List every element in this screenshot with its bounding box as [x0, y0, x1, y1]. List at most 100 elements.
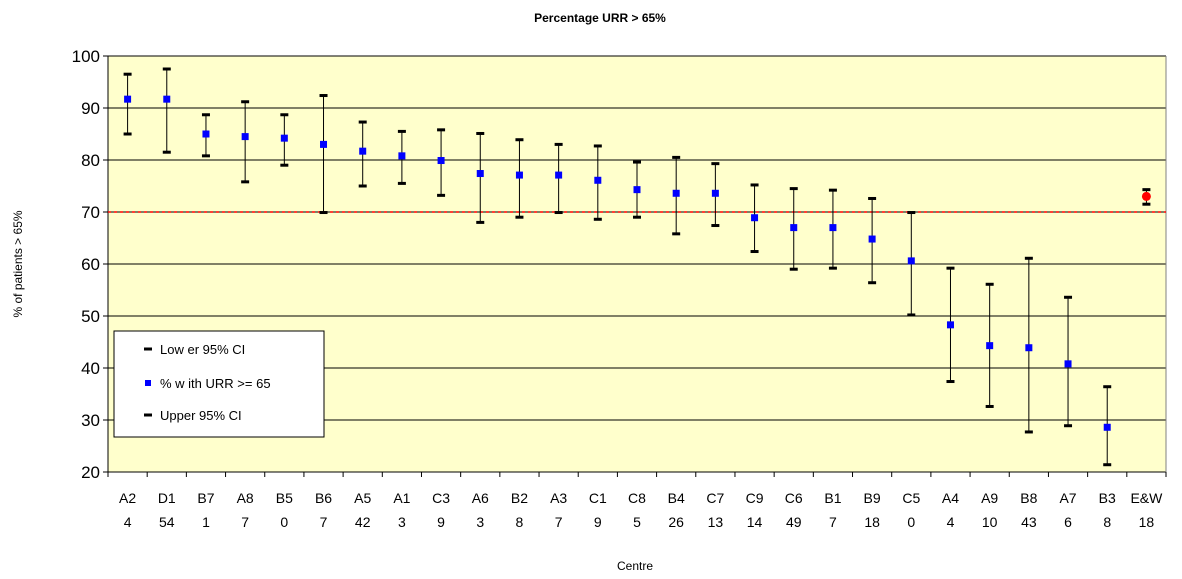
- legend-label: % w ith URR >= 65: [160, 376, 271, 391]
- point-C1: [594, 176, 602, 184]
- x-tick-label-count: 8: [1103, 514, 1111, 530]
- point-B2: [515, 171, 523, 179]
- legend-label: Low er 95% CI: [160, 342, 245, 357]
- x-tick-label-name: A8: [237, 490, 254, 506]
- x-tick-label-name: C7: [706, 490, 724, 506]
- x-tick-label-count: 0: [280, 514, 288, 530]
- x-tick-label-name: A3: [550, 490, 567, 506]
- x-tick-label-name: E&W: [1130, 490, 1163, 506]
- point-A8: [241, 133, 249, 141]
- x-tick-label-count: 9: [437, 514, 445, 530]
- y-tick-labels: 20 30 40 50 60 70 80 90 100: [72, 47, 100, 482]
- y-tick-label: 30: [81, 411, 100, 430]
- point-D1: [163, 95, 171, 103]
- x-tick-label-count: 54: [159, 514, 175, 530]
- point-A9: [986, 342, 994, 350]
- point-C6: [790, 224, 798, 232]
- point-B9: [868, 235, 876, 243]
- x-tick-label-name: C1: [589, 490, 607, 506]
- x-tick-label-count: 42: [355, 514, 371, 530]
- x-tick-label-name: A1: [393, 490, 410, 506]
- x-tick-label-count: 13: [708, 514, 724, 530]
- x-tick-label-count: 18: [1139, 514, 1155, 530]
- x-axis-label: Centre: [617, 559, 653, 573]
- x-tick-label-count: 14: [747, 514, 763, 530]
- point-A4: [946, 321, 954, 329]
- x-tick-label-name: C3: [432, 490, 450, 506]
- point-A3: [555, 171, 563, 179]
- x-tick-label-name: D1: [158, 490, 176, 506]
- x-tick-label-name: A4: [942, 490, 959, 506]
- x-tick-label-name: C9: [746, 490, 764, 506]
- x-tick-label-count: 3: [476, 514, 484, 530]
- y-tick-label: 20: [81, 463, 100, 482]
- y-tick-label: 70: [81, 203, 100, 222]
- point-A2: [124, 95, 132, 103]
- y-tick-label: 100: [72, 47, 100, 66]
- x-tick-label-name: B8: [1020, 490, 1037, 506]
- y-tick-label: 90: [81, 99, 100, 118]
- point-B5: [280, 134, 288, 142]
- point-C3: [437, 157, 445, 165]
- y-tick-label: 60: [81, 255, 100, 274]
- x-tick-label-name: C8: [628, 490, 646, 506]
- point-B3: [1103, 423, 1111, 431]
- x-tick-label-name: B3: [1099, 490, 1116, 506]
- y-axis-label: % of patients > 65%: [11, 210, 25, 317]
- y-tick-label: 80: [81, 151, 100, 170]
- y-tick-label: 40: [81, 359, 100, 378]
- point-C9: [751, 214, 759, 222]
- point-C8: [633, 186, 641, 194]
- x-tick-label-name: B1: [824, 490, 841, 506]
- x-tick-label-count: 8: [516, 514, 524, 530]
- x-tick-label-name: A9: [981, 490, 998, 506]
- x-tick-label-name: A6: [472, 490, 489, 506]
- x-tick-label-count: 49: [786, 514, 802, 530]
- x-tick-label-count: 10: [982, 514, 998, 530]
- x-tick-label-count: 6: [1064, 514, 1072, 530]
- x-tick-label-name: B4: [668, 490, 685, 506]
- point-B6: [320, 140, 328, 148]
- chart-title: Percentage URR > 65%: [534, 11, 666, 25]
- point-B1: [829, 224, 837, 232]
- point-A5: [359, 147, 367, 155]
- x-tick-label-name: B6: [315, 490, 332, 506]
- x-tick-label-count: 7: [555, 514, 563, 530]
- point-E&W: [1141, 191, 1151, 201]
- x-tick-label-name: B9: [864, 490, 881, 506]
- x-tick-label-count: 26: [668, 514, 684, 530]
- x-tick-label-count: 7: [829, 514, 837, 530]
- x-tick-label-name: B7: [197, 490, 214, 506]
- x-tick-label-count: 4: [947, 514, 955, 530]
- x-tick-label-count: 3: [398, 514, 406, 530]
- x-tick-label-count: 18: [864, 514, 880, 530]
- point-B4: [672, 189, 680, 197]
- x-tick-labels: A24D154B71A87B50B67A542A13C39A63B28A37C1…: [119, 490, 1163, 530]
- x-tick-label-count: 43: [1021, 514, 1037, 530]
- point-C5: [907, 257, 915, 265]
- x-tick-label-count: 9: [594, 514, 602, 530]
- point-B7: [202, 130, 210, 138]
- point-A6: [476, 170, 484, 178]
- x-tick-label-count: 0: [907, 514, 915, 530]
- x-tick-label-name: A5: [354, 490, 371, 506]
- legend: Low er 95% CI % w ith URR >= 65 Upper 95% …: [113, 330, 325, 438]
- point-A7: [1064, 360, 1072, 368]
- legend-label: Upper 95% CI: [160, 408, 242, 423]
- gridlines: [103, 55, 1167, 477]
- legend-marker-square: [145, 380, 151, 386]
- x-tick-label-count: 1: [202, 514, 210, 530]
- y-tick-label: 50: [81, 307, 100, 326]
- x-tick-label-name: C6: [785, 490, 803, 506]
- point-C7: [711, 189, 719, 197]
- point-A1: [398, 152, 406, 160]
- x-tick-label-count: 7: [241, 514, 249, 530]
- x-tick-label-name: A7: [1059, 490, 1076, 506]
- x-tick-label-count: 4: [124, 514, 132, 530]
- x-tick-label-name: B5: [276, 490, 293, 506]
- point-B8: [1025, 344, 1033, 352]
- x-tick-label-name: C5: [902, 490, 920, 506]
- data-points: [124, 95, 1151, 431]
- x-tick-label-name: B2: [511, 490, 528, 506]
